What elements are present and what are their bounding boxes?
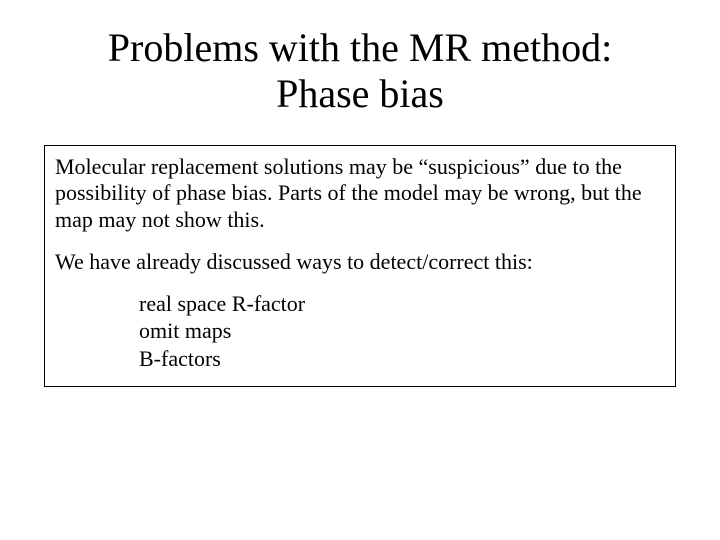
list-item: omit maps xyxy=(139,317,665,345)
content-box: Molecular replacement solutions may be “… xyxy=(44,145,676,387)
paragraph-2: We have already discussed ways to detect… xyxy=(55,249,665,275)
list-item: real space R-factor xyxy=(139,290,665,318)
list-item: B-factors xyxy=(139,345,665,373)
paragraph-1: Molecular replacement solutions may be “… xyxy=(55,154,665,233)
slide-container: Problems with the MR method: Phase bias … xyxy=(0,0,720,540)
title-line-1: Problems with the MR method: xyxy=(108,25,612,70)
title-line-2: Phase bias xyxy=(276,71,444,116)
slide-title: Problems with the MR method: Phase bias xyxy=(40,25,680,117)
methods-list: real space R-factor omit maps B-factors xyxy=(55,290,665,373)
